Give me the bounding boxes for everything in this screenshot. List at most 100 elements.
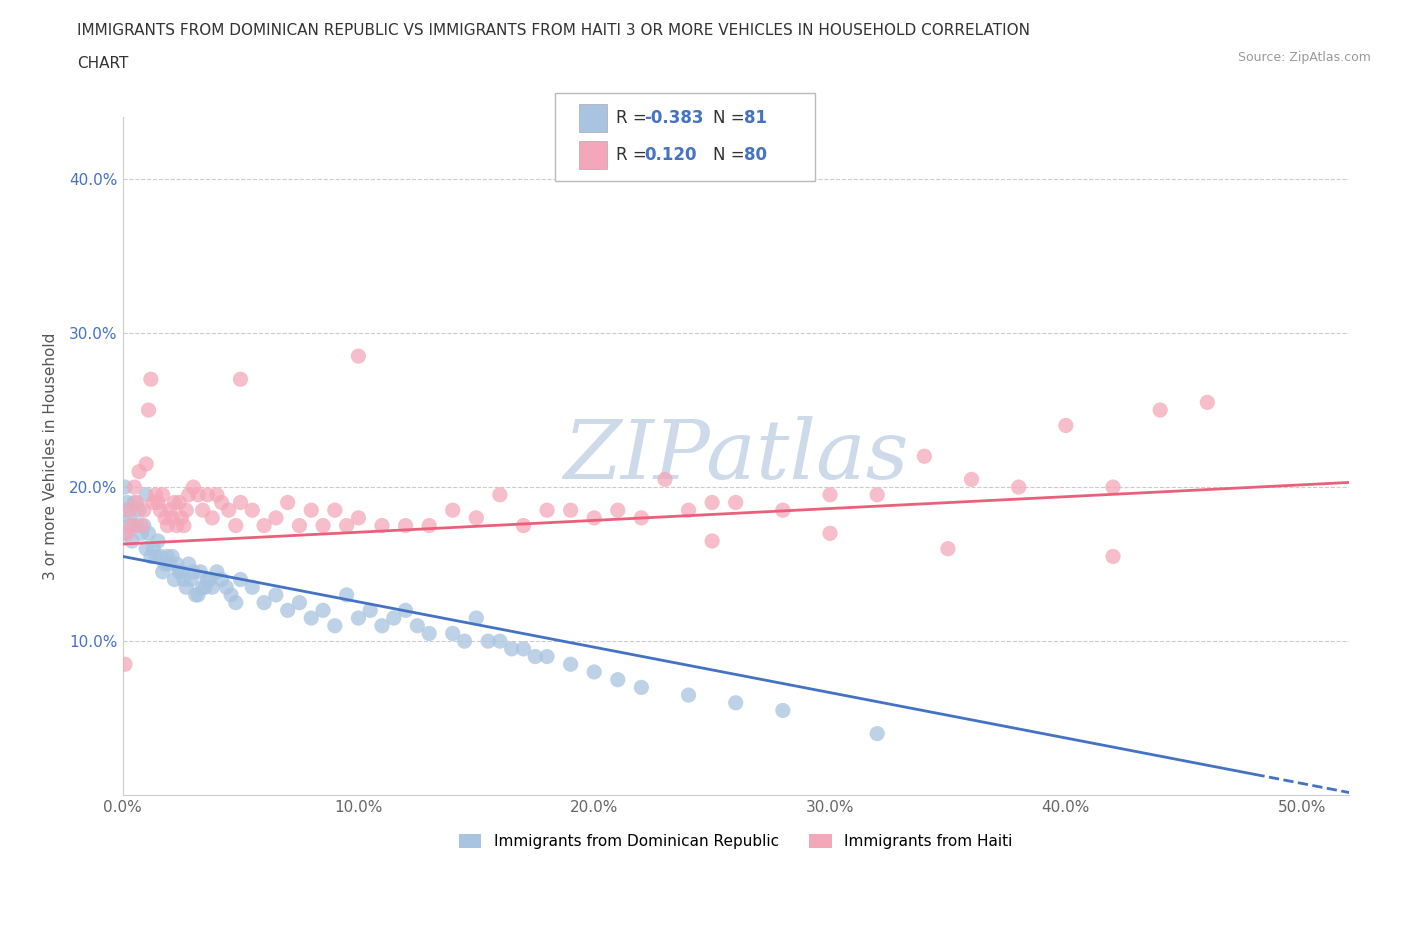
Point [418,626,440,641]
Point [117,525,139,540]
Point [312,518,335,533]
Point [191,579,214,594]
Point [152,565,174,579]
Point [229,495,252,510]
Point [173,518,195,533]
Point [288,595,311,610]
Point [153,511,176,525]
Point [441,626,464,641]
Point [1102,549,1125,564]
Y-axis label: 3 or more Vehicles in Household: 3 or more Vehicles in Household [44,333,58,580]
Point [153,557,176,572]
Point [394,603,416,618]
Point [465,611,488,626]
Point [406,618,429,633]
Point [336,518,359,533]
Point [678,687,700,702]
Text: 0.120: 0.120 [644,146,696,165]
Point [394,518,416,533]
Point [166,557,188,572]
Point [205,565,228,579]
Point [312,603,335,618]
Point [630,511,652,525]
Point [1008,480,1031,495]
Point [159,503,181,518]
Point [118,518,141,533]
Point [156,549,179,564]
Point [678,503,700,518]
Point [138,403,160,418]
Point [253,595,276,610]
Point [142,541,165,556]
Point [149,503,172,518]
Point [177,557,200,572]
Text: 81: 81 [744,109,766,127]
Point [139,549,162,564]
Point [277,495,299,510]
Point [441,503,464,518]
Point [121,518,143,533]
Point [299,503,322,518]
Point [183,565,205,579]
Point [524,649,547,664]
Point [170,565,193,579]
Point [489,633,512,648]
Point [477,633,499,648]
Point [190,565,212,579]
Point [145,487,167,502]
Point [135,487,157,502]
Point [184,588,207,603]
Point [194,579,217,594]
Point [371,618,394,633]
Point [132,503,155,518]
Point [215,579,238,594]
Point [323,618,346,633]
Point [118,503,141,518]
Point [201,579,224,594]
Point [125,495,148,510]
Point [772,503,794,518]
Point [135,457,157,472]
Point [560,657,582,671]
Point [191,503,214,518]
Point [1102,480,1125,495]
Point [219,588,242,603]
Point [630,680,652,695]
Text: R =: R = [616,146,652,165]
Point [501,642,523,657]
Point [606,503,628,518]
Point [118,511,141,525]
Point [240,579,263,594]
Point [146,495,169,510]
Point [465,511,488,525]
Point [201,511,224,525]
Point [724,495,747,510]
Point [163,572,186,587]
Point [180,572,202,587]
Point [264,588,287,603]
Point [167,565,190,579]
Point [818,487,841,502]
Point [167,495,190,510]
Point [560,503,582,518]
Point [183,480,205,495]
Point [1054,418,1077,432]
Point [1197,395,1219,410]
Point [323,503,346,518]
Point [418,518,440,533]
Text: 80: 80 [744,146,766,165]
Point [218,503,240,518]
Point [536,649,558,664]
Text: -0.383: -0.383 [644,109,703,127]
Point [818,525,841,540]
Point [149,549,172,564]
Point [160,511,183,525]
Point [772,703,794,718]
Point [114,503,136,518]
Point [128,503,150,518]
Point [114,525,136,540]
Point [264,511,287,525]
Point [724,696,747,711]
Point [225,518,247,533]
Text: ZIPatlas: ZIPatlas [562,417,908,497]
